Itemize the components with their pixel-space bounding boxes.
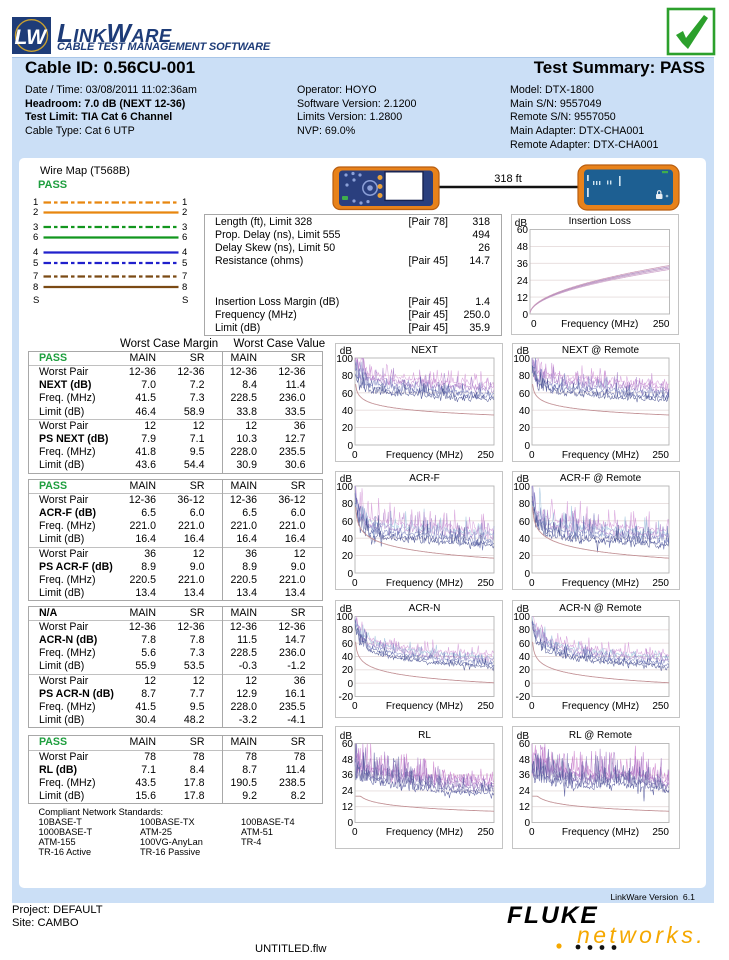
svg-text:LW: LW: [15, 26, 49, 49]
